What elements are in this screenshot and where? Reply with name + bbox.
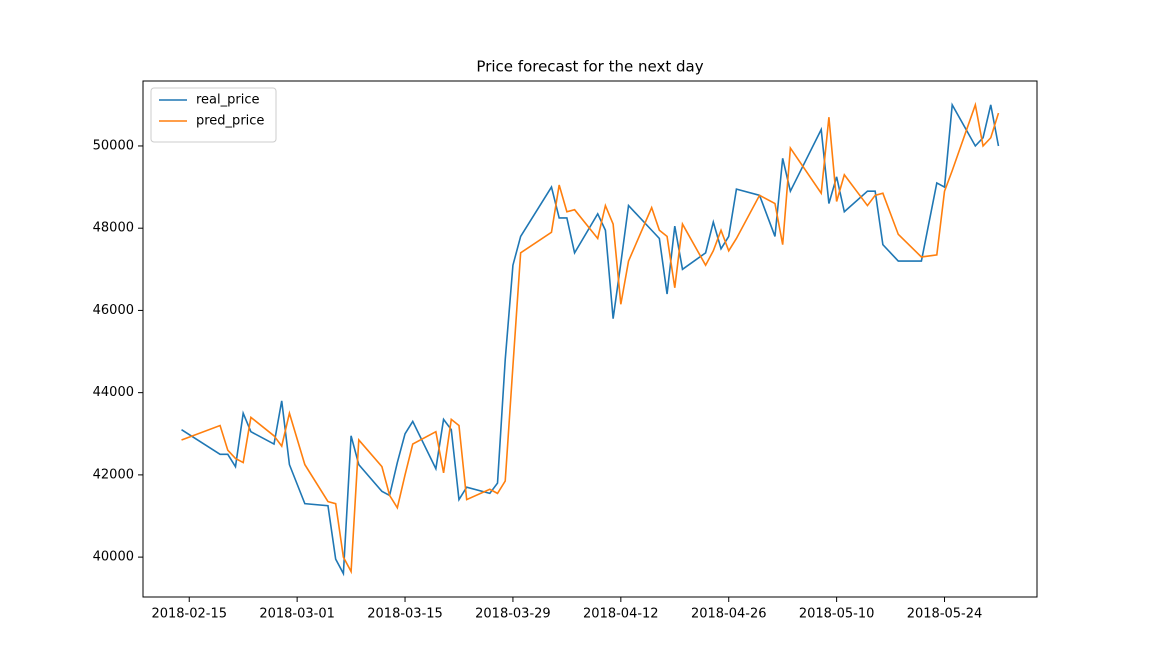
plot-area	[143, 81, 1037, 597]
x-tick-label: 2018-05-24	[907, 607, 983, 622]
series-line	[181, 101, 1000, 575]
chart-title: Price forecast for the next day	[476, 58, 703, 76]
legend-label: real_price	[196, 93, 260, 108]
legend: real_price pred_price	[150, 87, 277, 143]
y-tick-label: 48000	[93, 221, 134, 236]
x-tick-label: 2018-03-15	[367, 607, 443, 622]
x-tick-label: 2018-04-12	[583, 607, 659, 622]
series-line	[181, 102, 1000, 577]
plot-frame	[142, 80, 1038, 598]
x-tick-label: 2018-03-01	[259, 607, 335, 622]
y-tick-label: 40000	[93, 550, 134, 565]
x-tick-label: 2018-03-29	[475, 607, 551, 622]
x-tick-label: 2018-04-26	[691, 607, 767, 622]
y-tick-label: 46000	[93, 303, 134, 318]
y-tick-label: 42000	[93, 467, 134, 482]
legend-box	[150, 87, 277, 143]
legend-label: pred_price	[196, 114, 264, 129]
y-tick-label: 50000	[93, 138, 134, 153]
x-tick-label: 2018-02-15	[151, 607, 227, 622]
x-tick-label: 2018-05-10	[799, 607, 875, 622]
y-tick-label: 44000	[93, 385, 134, 400]
